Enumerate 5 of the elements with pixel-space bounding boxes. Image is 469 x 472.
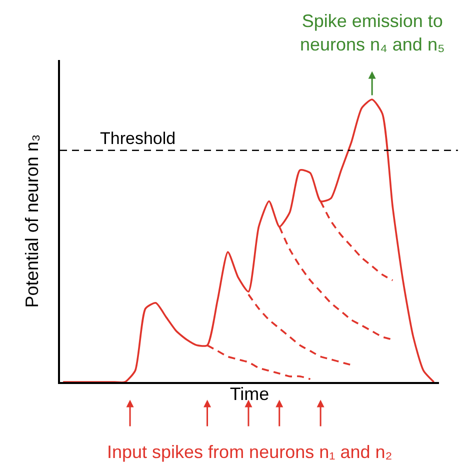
text: Input spikes from neurons n₁ and n₂: [107, 442, 392, 462]
ref-line-label: Threshold: [100, 129, 176, 148]
x-axis-title: Time: [230, 384, 270, 404]
y-axis-title: Potential of neuron n₃: [22, 134, 42, 308]
text: Spike emission to neurons n₄ and n₅: [300, 11, 445, 54]
